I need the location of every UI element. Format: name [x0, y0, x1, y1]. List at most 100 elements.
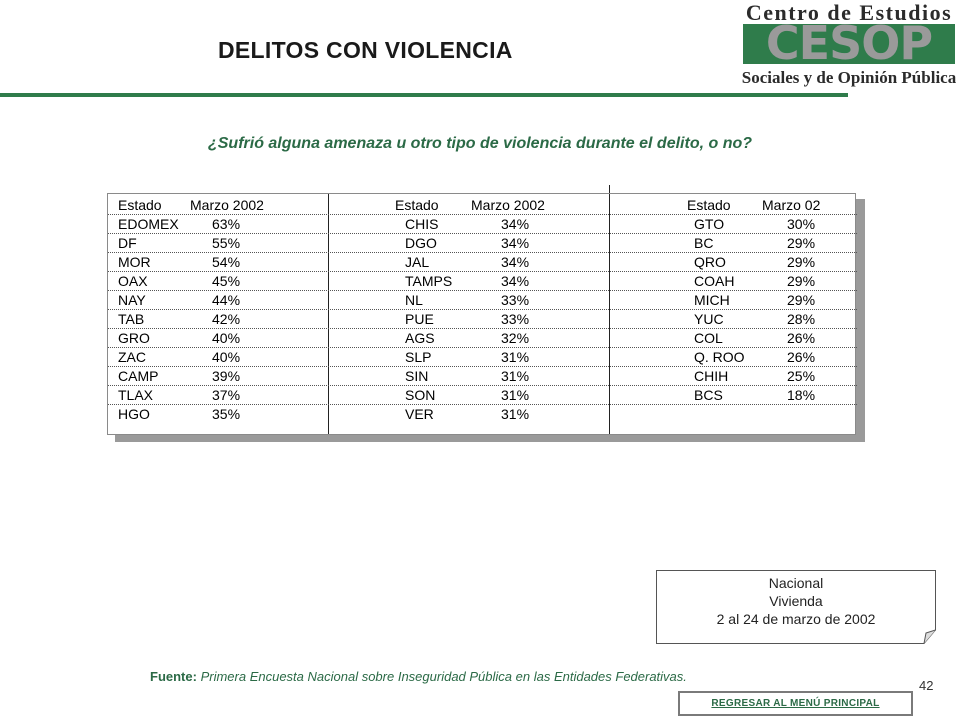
table-row: NAY 44% NL 33% MICH 29% [108, 291, 857, 310]
state-percentage: 40% [212, 349, 241, 365]
state-percentage: 42% [212, 311, 241, 327]
state-percentage: 45% [212, 273, 241, 289]
header-period: Marzo 02 [762, 197, 821, 213]
table-row: ZAC 40% SLP 31% Q. ROO 26% [108, 348, 857, 367]
state-code: QRO [694, 254, 726, 270]
state-code: JAL [405, 254, 430, 270]
logo-mark: CESOP [743, 24, 955, 64]
note-frame [656, 570, 936, 644]
state-percentage: 30% [787, 216, 816, 232]
state-code: TLAX [118, 387, 154, 403]
header-state: Estado [118, 197, 162, 213]
state-percentage: 28% [787, 311, 816, 327]
state-percentage: 34% [501, 216, 530, 232]
title-rule [0, 93, 848, 97]
state-code: TAB [118, 311, 145, 327]
state-code: TAMPS [405, 273, 453, 289]
state-percentage: 40% [212, 330, 241, 346]
page-number: 42 [919, 678, 934, 693]
state-percentage: 25% [787, 368, 816, 384]
state-code: GTO [694, 216, 725, 232]
state-code: MICH [694, 292, 730, 308]
state-percentage: 29% [787, 292, 816, 308]
column-divider [328, 194, 329, 434]
state-code: Q. ROO [694, 349, 745, 365]
state-percentage: 54% [212, 254, 241, 270]
page-title: DELITOS CON VIOLENCIA [218, 37, 513, 63]
note-line-2: Vivienda [769, 593, 823, 609]
table-row: GRO 40% AGS 32% COL 26% [108, 329, 857, 348]
state-code: CHIH [694, 368, 729, 384]
logo-bottom-text: Sociales y de Opinión Pública [741, 68, 957, 87]
vline-extension [609, 185, 610, 195]
header-state: Estado [395, 197, 439, 213]
state-percentage: 29% [787, 235, 816, 251]
state-code: VER [405, 406, 434, 422]
back-to-menu-label: REGRESAR AL MENÚ PRINCIPAL [711, 698, 880, 709]
state-percentage: 39% [212, 368, 241, 384]
state-percentage: 29% [787, 273, 816, 289]
state-percentage: 35% [212, 406, 241, 422]
state-percentage: 31% [501, 387, 530, 403]
state-code: HGO [118, 406, 150, 422]
logo-mark-text: CESOP [766, 24, 932, 64]
state-code: YUC [694, 311, 724, 327]
table-row: OAX 45% TAMPS 34% COAH 29% [108, 272, 857, 291]
state-percentage: 33% [501, 292, 530, 308]
state-code: DGO [405, 235, 437, 251]
state-code: ZAC [118, 349, 146, 365]
survey-note: Nacional Vivienda 2 al 24 de marzo de 20… [656, 570, 936, 644]
header-period: Marzo 2002 [190, 197, 264, 213]
results-table: Estado Marzo 2002 Estado Marzo 2002 Estado Ma… [107, 193, 857, 435]
state-percentage: 29% [787, 254, 816, 270]
state-code: SLP [405, 349, 432, 365]
table-row: CAMP 39% SIN 31% CHIH 25% [108, 367, 857, 386]
state-code: EDOMEX [118, 216, 179, 232]
cesop-logo: Centro de Estudios CESOP Sociales y de O… [738, 0, 960, 97]
state-percentage: 31% [501, 349, 530, 365]
state-code: DF [118, 235, 137, 251]
note-line-3: 2 al 24 de marzo de 2002 [716, 611, 876, 627]
state-code: BCS [694, 387, 723, 403]
state-code: COL [694, 330, 723, 346]
state-percentage: 26% [787, 330, 816, 346]
state-code: PUE [405, 311, 434, 327]
table-header-row: Estado Marzo 2002 Estado Marzo 2002 Estado Ma… [108, 196, 857, 215]
state-percentage: 34% [501, 273, 530, 289]
state-code: COAH [694, 273, 735, 289]
state-percentage: 44% [212, 292, 241, 308]
state-percentage: 34% [501, 254, 530, 270]
table-row: HGO 35% VER 31% [108, 405, 857, 424]
state-code: SIN [405, 368, 429, 384]
state-percentage: 55% [212, 235, 241, 251]
state-percentage: 37% [212, 387, 241, 403]
table-row: EDOMEX 63% CHIS 34% GTO 30% [108, 215, 857, 234]
state-code: GRO [118, 330, 150, 346]
state-code: CAMP [118, 368, 159, 384]
logo-top-text: Centro de Estudios [745, 0, 953, 25]
state-percentage: 26% [787, 349, 816, 365]
state-code: OAX [118, 273, 148, 289]
state-code: AGS [405, 330, 435, 346]
state-code: CHIS [405, 216, 439, 232]
state-percentage: 33% [501, 311, 530, 327]
state-code: BC [694, 235, 714, 251]
back-to-menu-button[interactable]: REGRESAR AL MENÚ PRINCIPAL [678, 691, 913, 716]
table-row: MOR 54% JAL 34% QRO 29% [108, 253, 857, 272]
source-label: Fuente: [150, 669, 197, 684]
state-percentage: 18% [787, 387, 816, 403]
state-code: SON [405, 387, 436, 403]
state-code: MOR [118, 254, 151, 270]
table-row: TLAX 37% SON 31% BCS 18% [108, 386, 857, 405]
table-row: TAB 42% PUE 33% YUC 28% [108, 310, 857, 329]
state-code: NL [405, 292, 423, 308]
state-percentage: 63% [212, 216, 241, 232]
header-period: Marzo 2002 [471, 197, 545, 213]
state-percentage: 31% [501, 368, 530, 384]
question-text: ¿Sufrió alguna amenaza u otro tipo de vi… [207, 135, 753, 152]
state-percentage: 32% [501, 330, 530, 346]
state-code: NAY [118, 292, 146, 308]
column-divider [609, 194, 610, 434]
table-row: DF 55% DGO 34% BC 29% [108, 234, 857, 253]
source-line: Fuente: Primera Encuesta Nacional sobre … [150, 669, 687, 684]
